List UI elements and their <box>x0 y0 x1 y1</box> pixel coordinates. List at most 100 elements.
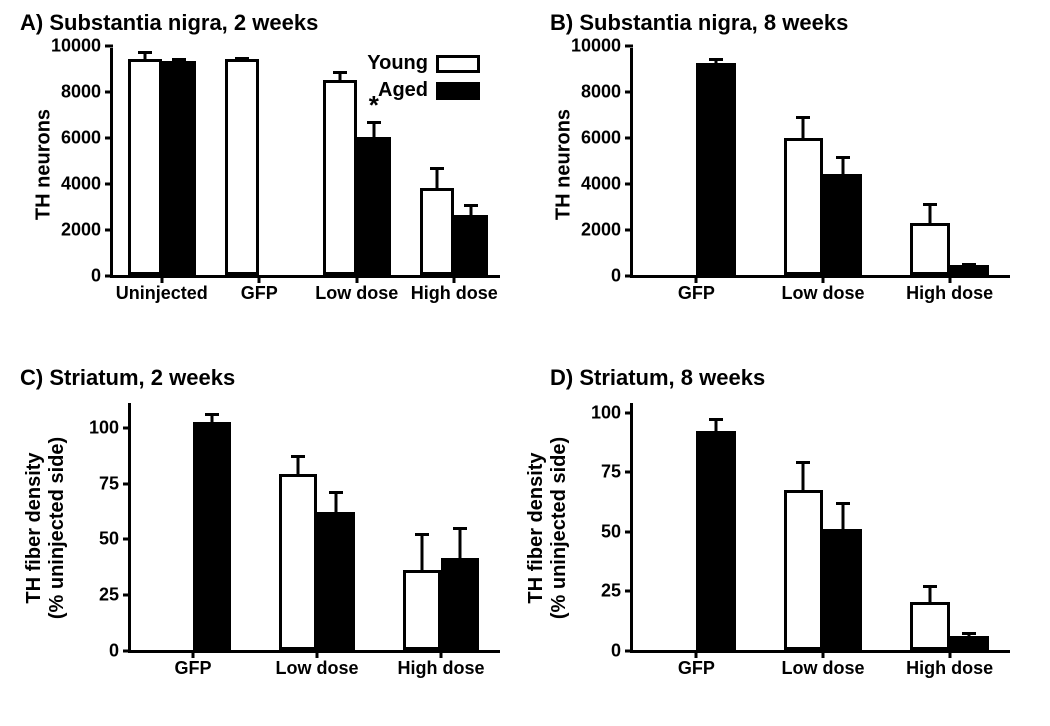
error-cap <box>430 167 444 170</box>
ytick-mark <box>105 45 113 48</box>
bar-young <box>279 474 317 650</box>
ytick-mark <box>625 275 633 278</box>
error-cap <box>464 204 478 207</box>
bar-aged <box>441 558 479 650</box>
bar-aged <box>162 61 196 275</box>
error-cap <box>333 71 347 74</box>
error-bar <box>372 123 375 140</box>
error-cap <box>796 116 810 119</box>
ytick: 25 <box>99 585 131 606</box>
xtick-mark <box>695 650 698 658</box>
error-bar <box>929 204 932 226</box>
panel-B: B) Substantia nigra, 8 weeks020004000600… <box>550 10 1030 335</box>
bar-aged <box>696 431 735 650</box>
x-category-label: Low dose <box>781 658 864 679</box>
ytick-mark <box>123 538 131 541</box>
y-axis-label-line1: TH fiber density <box>23 403 46 653</box>
panel-title-D: D) Striatum, 8 weeks <box>550 365 765 391</box>
ytick-mark <box>625 91 633 94</box>
error-cap <box>923 203 937 206</box>
xtick-mark <box>453 275 456 283</box>
ytick-label: 2000 <box>61 220 101 241</box>
bar-young <box>784 138 823 275</box>
ytick-mark <box>105 229 113 232</box>
error-bar <box>296 457 299 477</box>
ytick: 0 <box>611 266 633 287</box>
error-bar <box>338 72 341 82</box>
y-axis-label-line2: (% uninjected side) <box>46 403 69 653</box>
ytick: 0 <box>91 266 113 287</box>
error-bar <box>459 528 462 561</box>
ytick-label: 75 <box>99 473 119 494</box>
ytick-label: 0 <box>611 266 621 287</box>
ytick-label: 4000 <box>581 174 621 195</box>
bar-young <box>403 570 441 650</box>
error-bar <box>841 503 844 532</box>
error-cap <box>138 51 152 54</box>
x-category-label: GFP <box>241 283 278 304</box>
error-cap <box>836 156 850 159</box>
ytick-mark <box>105 137 113 140</box>
ytick: 4000 <box>61 174 113 195</box>
ytick-label: 10000 <box>51 36 101 57</box>
ytick: 100 <box>89 417 131 438</box>
bar-aged <box>317 512 355 650</box>
ytick: 8000 <box>61 82 113 103</box>
legend-swatch-aged <box>436 82 480 100</box>
y-axis-label: TH fiber density(% uninjected side) <box>525 403 571 653</box>
y-axis-label-line1: TH fiber density <box>525 403 548 653</box>
legend-swatch-young <box>436 55 480 73</box>
ytick: 4000 <box>581 174 633 195</box>
error-cap <box>205 413 219 416</box>
ytick-label: 2000 <box>581 220 621 241</box>
xtick-mark <box>822 650 825 658</box>
ytick-label: 10000 <box>571 36 621 57</box>
ytick: 0 <box>611 641 633 662</box>
bar-young <box>420 188 454 275</box>
xtick-mark <box>948 275 951 283</box>
bar-aged <box>357 137 391 275</box>
ytick-mark <box>123 482 131 485</box>
ytick-mark <box>625 183 633 186</box>
ytick-label: 100 <box>591 402 621 423</box>
ytick-mark <box>105 91 113 94</box>
ytick: 75 <box>601 462 633 483</box>
bar-aged <box>823 529 862 650</box>
plot-area-A: 0200040006000800010000UninjectedGFPLow d… <box>110 48 500 278</box>
ytick-label: 50 <box>99 529 119 550</box>
panel-title-A: A) Substantia nigra, 2 weeks <box>20 10 318 36</box>
bar-aged <box>193 422 231 650</box>
ytick-label: 6000 <box>581 128 621 149</box>
bar-young <box>323 80 357 276</box>
ytick: 100 <box>591 402 633 423</box>
bar-aged <box>696 63 735 275</box>
bar-young <box>910 602 949 650</box>
x-category-label: High dose <box>397 658 484 679</box>
xtick-mark <box>160 275 163 283</box>
bar-young <box>128 59 162 275</box>
ytick-label: 8000 <box>61 82 101 103</box>
y-axis-label: TH fiber density(% uninjected side) <box>23 403 69 653</box>
ytick-mark <box>123 426 131 429</box>
plot-area-C: 0255075100GFPLow doseHigh dose <box>128 403 500 653</box>
ytick-label: 8000 <box>581 82 621 103</box>
plot-area-B: 0200040006000800010000GFPLow doseHigh do… <box>630 48 1010 278</box>
xtick-mark <box>440 650 443 658</box>
x-category-label: Uninjected <box>116 283 208 304</box>
ytick-mark <box>105 183 113 186</box>
error-cap <box>235 57 249 60</box>
ytick-mark <box>105 275 113 278</box>
ytick-mark <box>625 45 633 48</box>
ytick-label: 100 <box>89 417 119 438</box>
panel-title-C: C) Striatum, 2 weeks <box>20 365 235 391</box>
ytick: 50 <box>99 529 131 550</box>
error-cap <box>836 502 850 505</box>
xtick-mark <box>948 650 951 658</box>
ytick-label: 75 <box>601 462 621 483</box>
error-bar <box>211 414 214 425</box>
ytick: 6000 <box>61 128 113 149</box>
error-cap <box>923 585 937 588</box>
x-category-label: GFP <box>678 283 715 304</box>
error-cap <box>962 263 976 266</box>
x-category-label: Low dose <box>315 283 398 304</box>
